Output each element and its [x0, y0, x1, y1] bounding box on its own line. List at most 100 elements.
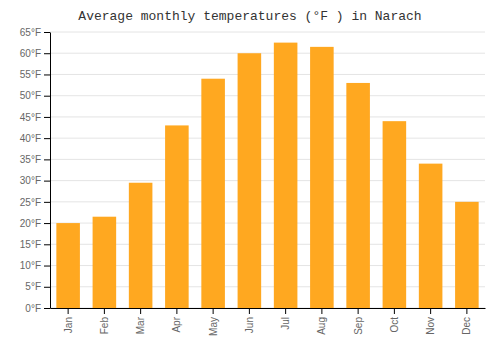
y-tick: 10°F: [20, 260, 50, 271]
x-tick-line: [140, 308, 141, 314]
x-tick-label: Nov: [425, 317, 436, 335]
y-tick-line: [44, 117, 50, 118]
y-tick-label: 25°F: [20, 197, 41, 208]
y-tick-line: [44, 32, 50, 33]
y-tick: 65°F: [20, 27, 50, 38]
y-tick: 45°F: [20, 112, 50, 123]
x-tick-line: [430, 308, 431, 314]
y-tick: 40°F: [20, 133, 50, 144]
plot: 0°F 5°F 10°F 15°F 20°F 25°F 30°F 35°F 40°F 45°F 50…: [20, 27, 486, 336]
y-tick-label: 30°F: [20, 175, 41, 186]
y-tick: 30°F: [20, 175, 50, 186]
x-tick-label: Jul: [280, 317, 291, 330]
x-tick: Oct: [389, 308, 400, 333]
x-tick: May: [208, 308, 219, 336]
bar: [93, 217, 117, 308]
bar: [201, 79, 225, 308]
y-tick: 55°F: [20, 69, 50, 80]
bar: [310, 47, 334, 308]
y-tick: 60°F: [20, 48, 50, 59]
y-tick-label: 0°F: [25, 303, 41, 314]
y-tick-line: [44, 181, 50, 182]
x-tick-label: Apr: [171, 316, 182, 332]
x-tick: Sep: [353, 308, 364, 335]
x-tick-line: [68, 308, 69, 314]
x-tick-line: [213, 308, 214, 314]
bar: [274, 43, 298, 308]
bar: [346, 83, 370, 308]
y-tick: 15°F: [20, 239, 50, 250]
y-tick-line: [44, 287, 50, 288]
x-tick-label: Mar: [135, 316, 146, 334]
y-tick: 25°F: [20, 197, 50, 208]
x-tick: Jan: [63, 308, 74, 333]
y-tick-line: [44, 96, 50, 97]
x-tick-label: Dec: [461, 317, 472, 335]
y-tick-line: [44, 138, 50, 139]
grid-line: [50, 159, 485, 160]
y-tick-label: 15°F: [20, 239, 41, 250]
x-axis: Jan Feb Mar Apr May Jun Jul Aug Sep Oct Nov Dec: [51, 308, 486, 336]
y-tick-label: 20°F: [20, 218, 41, 229]
x-tick-line: [394, 308, 395, 314]
grid-line: [50, 138, 485, 139]
grid-line: [50, 32, 485, 33]
x-tick: Jul: [280, 308, 291, 330]
x-tick-line: [176, 308, 177, 314]
x-tick-line: [249, 308, 250, 314]
y-tick-line: [44, 74, 50, 75]
bar: [419, 164, 443, 308]
chart: Average monthly temperatures (°F ) in Na…: [0, 0, 500, 350]
x-tick: Apr: [171, 308, 182, 333]
title: Average monthly temperatures (°F ) in Na…: [78, 9, 421, 24]
y-tick-label: 5°F: [25, 281, 41, 292]
x-tick: Aug: [316, 308, 327, 335]
bar: [383, 121, 407, 308]
x-tick: Nov: [425, 308, 436, 335]
y-tick: 35°F: [20, 154, 50, 165]
x-tick-label: Sep: [353, 317, 364, 335]
y-tick: 50°F: [20, 90, 50, 101]
y-tick: 5°F: [25, 281, 50, 292]
y-tick-label: 35°F: [20, 154, 41, 165]
y-tick: 20°F: [20, 218, 50, 229]
y-tick-line: [44, 244, 50, 245]
y-tick-label: 50°F: [20, 90, 41, 101]
x-tick-line: [321, 308, 322, 314]
x-tick-line: [104, 308, 105, 314]
x-tick: Dec: [461, 308, 472, 335]
y-tick-line: [44, 266, 50, 267]
x-tick-label: Jun: [244, 317, 255, 333]
y-axis: 0°F 5°F 10°F 15°F 20°F 25°F 30°F 35°F 40°F 45°F 50…: [20, 27, 51, 314]
grid-line: [50, 53, 485, 54]
x-tick-label: May: [208, 317, 219, 336]
y-tick-line: [44, 159, 50, 160]
x-tick: Jun: [244, 308, 255, 333]
y-tick-label: 10°F: [20, 260, 41, 271]
y-tick-label: 65°F: [20, 27, 41, 38]
x-tick-label: Jan: [63, 317, 74, 333]
y-tick-line: [44, 202, 50, 203]
y-tick-label: 60°F: [20, 48, 41, 59]
y-axis-line: [50, 33, 51, 309]
x-tick-line: [285, 308, 286, 314]
x-tick-line: [466, 308, 467, 314]
x-tick-label: Oct: [389, 317, 400, 333]
x-tick-label: Feb: [99, 317, 110, 335]
bar: [455, 202, 479, 308]
y-tick-line: [44, 223, 50, 224]
x-tick: Feb: [99, 308, 110, 334]
y-tick-label: 55°F: [20, 69, 41, 80]
grid: [50, 32, 485, 308]
bar: [238, 53, 262, 308]
y-tick-label: 45°F: [20, 112, 41, 123]
bar: [56, 223, 80, 308]
x-tick-label: Aug: [316, 317, 327, 335]
bars: [56, 43, 478, 308]
y-tick: 0°F: [25, 303, 50, 314]
grid-line: [50, 95, 485, 96]
x-tick-line: [358, 308, 359, 314]
grid-line: [50, 74, 485, 75]
y-tick-line: [44, 53, 50, 54]
y-tick-line: [44, 308, 50, 309]
